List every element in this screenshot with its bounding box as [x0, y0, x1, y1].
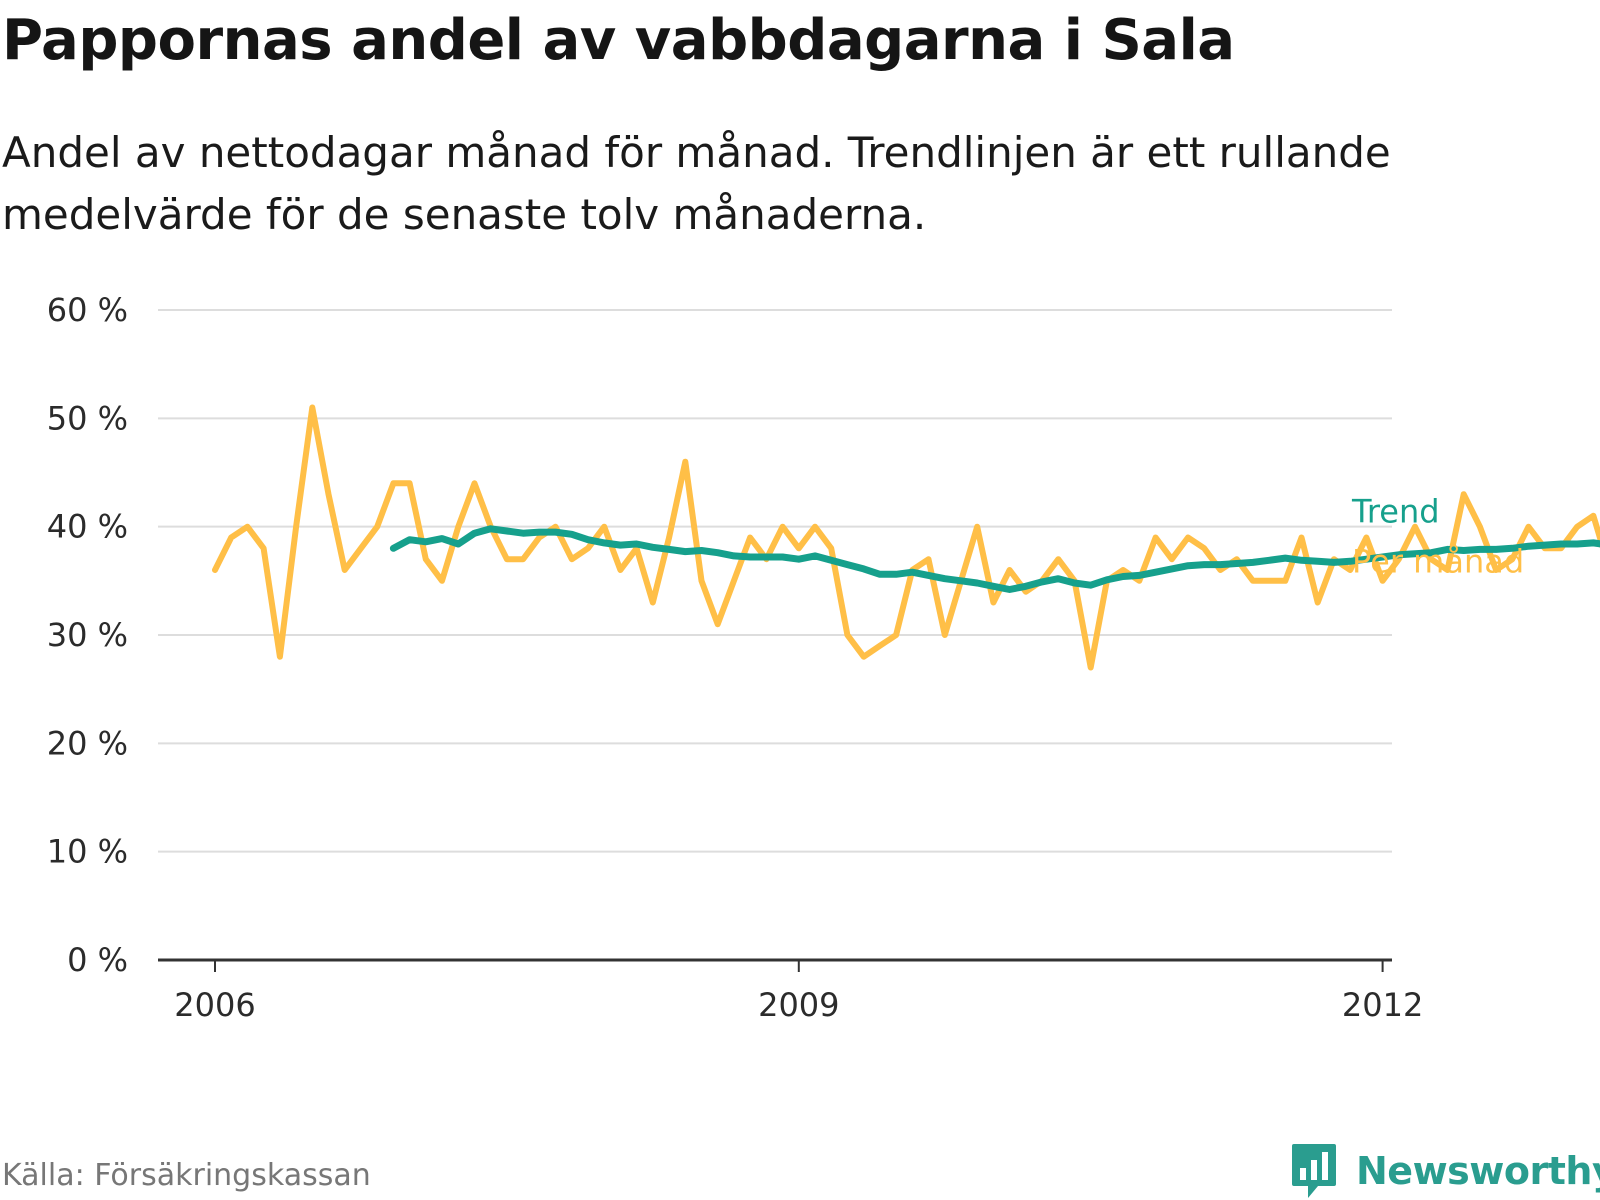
- monthly-line: [212, 404, 1600, 671]
- trend-series-label: Trend: [1351, 493, 1440, 531]
- logo-text: Newsworthy: [1356, 1149, 1600, 1193]
- x-tick-label: 2006: [174, 986, 255, 1024]
- y-tick-label: 50 %: [47, 399, 128, 437]
- trend-line: [389, 525, 1600, 593]
- monthly-series-label: Per månad: [1352, 542, 1524, 580]
- bar-chart-speech-bubble-icon: [1292, 1144, 1336, 1198]
- chart-subtitle: Andel av nettodagar månad för månad. Tre…: [2, 128, 1391, 239]
- x-tick-label: 2012: [1342, 986, 1423, 1024]
- x-tick-label: 2009: [758, 986, 839, 1024]
- y-axis-ticks: 0 % 10 % 20 % 30 % 40 % 50 % 60 %: [47, 291, 128, 979]
- chart-title: Pappornas andel av vabbdagarna i Sala: [2, 8, 1235, 73]
- source-note: Källa: Försäkringskassan: [2, 1158, 371, 1193]
- gridlines: [158, 309, 1392, 853]
- y-tick-label: 10 %: [47, 833, 128, 871]
- y-tick-label: 60 %: [47, 291, 128, 329]
- series-labels: Per månad Trend: [1351, 493, 1524, 581]
- line-chart: 0 % 10 % 20 % 30 % 40 % 50 % 60 % 2006 2009 2012…: [47, 291, 1600, 1024]
- y-tick-label: 20 %: [47, 724, 128, 762]
- series-lines: [212, 404, 1600, 671]
- y-tick-label: 0 %: [67, 941, 128, 979]
- x-axis: 2006200920122015201820212023: [158, 958, 1423, 1024]
- newsworthy-logo: Newsworthy: [1290, 1142, 1600, 1200]
- y-tick-label: 30 %: [47, 616, 128, 654]
- y-tick-label: 40 %: [47, 508, 128, 546]
